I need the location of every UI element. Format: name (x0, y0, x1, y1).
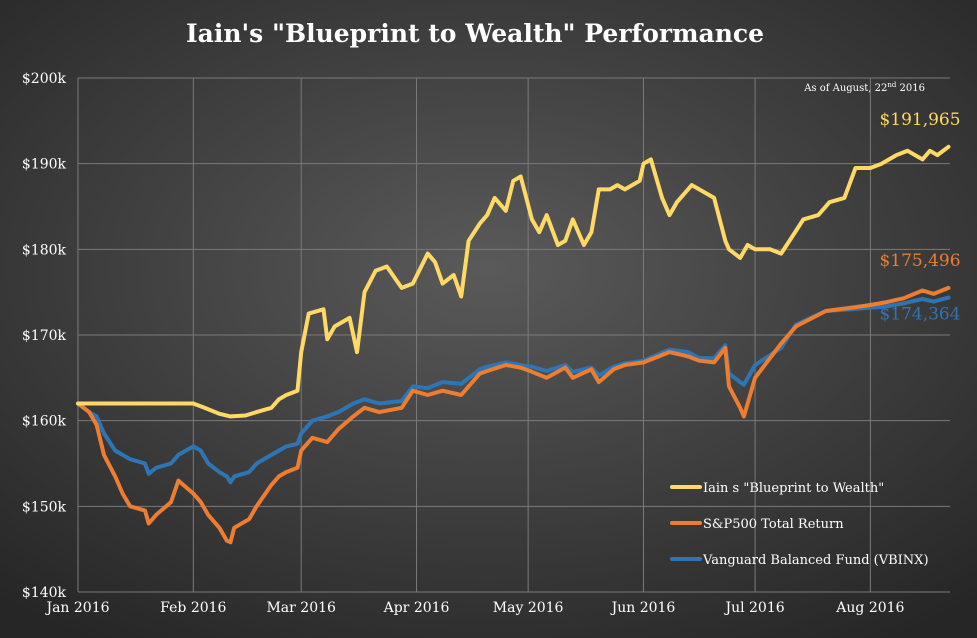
y-tick-label: $170k (22, 328, 67, 344)
y-tick-label: $200k (22, 71, 67, 87)
series-line (76, 295, 951, 485)
y-tick-label: $190k (22, 157, 67, 173)
y-tick-label: $150k (22, 499, 67, 515)
x-tick-label: Aug 2016 (835, 600, 904, 616)
legend-label: Iain s "Blueprint to Wealth" (703, 481, 884, 496)
x-tick-label: Jan 2016 (44, 600, 109, 616)
legend-label: S&P500 Total Return (703, 517, 844, 532)
x-axis: Jan 2016 Feb 2016 Mar 2016 Apr 2016 May 2016… (44, 600, 904, 616)
series-line (76, 144, 951, 419)
end-labels: $191,965 $175,496 $174,364 (879, 110, 960, 325)
series-end-label: $174,364 (879, 305, 960, 325)
x-tick-label: Feb 2016 (160, 600, 226, 616)
x-tick-label: Mar 2016 (266, 600, 336, 616)
x-tick-label: May 2016 (493, 600, 564, 616)
y-tick-label: $180k (22, 242, 67, 258)
y-axis: $140k $150k $160k $170k $180k $190k $200k (22, 71, 67, 601)
x-tick-label: Jun 2016 (610, 600, 676, 616)
series-lines (76, 144, 951, 545)
gridlines (77, 77, 950, 593)
series-end-label: $191,965 (879, 110, 960, 130)
legend: Iain s "Blueprint to Wealth" S&P500 Total… (670, 481, 929, 568)
chart-title: Iain's "Blueprint to Wealth" Performance (186, 19, 764, 48)
legend-label: Vanguard Balanced Fund (VBINX) (702, 553, 929, 568)
as-of-note: As of August, 22nd 2016 (803, 81, 925, 94)
x-tick-label: Apr 2016 (383, 600, 450, 616)
y-tick-label: $140k (22, 585, 67, 601)
series-end-label: $175,496 (879, 251, 960, 271)
y-tick-label: $160k (22, 414, 67, 430)
series-line (76, 285, 951, 545)
x-tick-label: Jul 2016 (723, 600, 784, 616)
